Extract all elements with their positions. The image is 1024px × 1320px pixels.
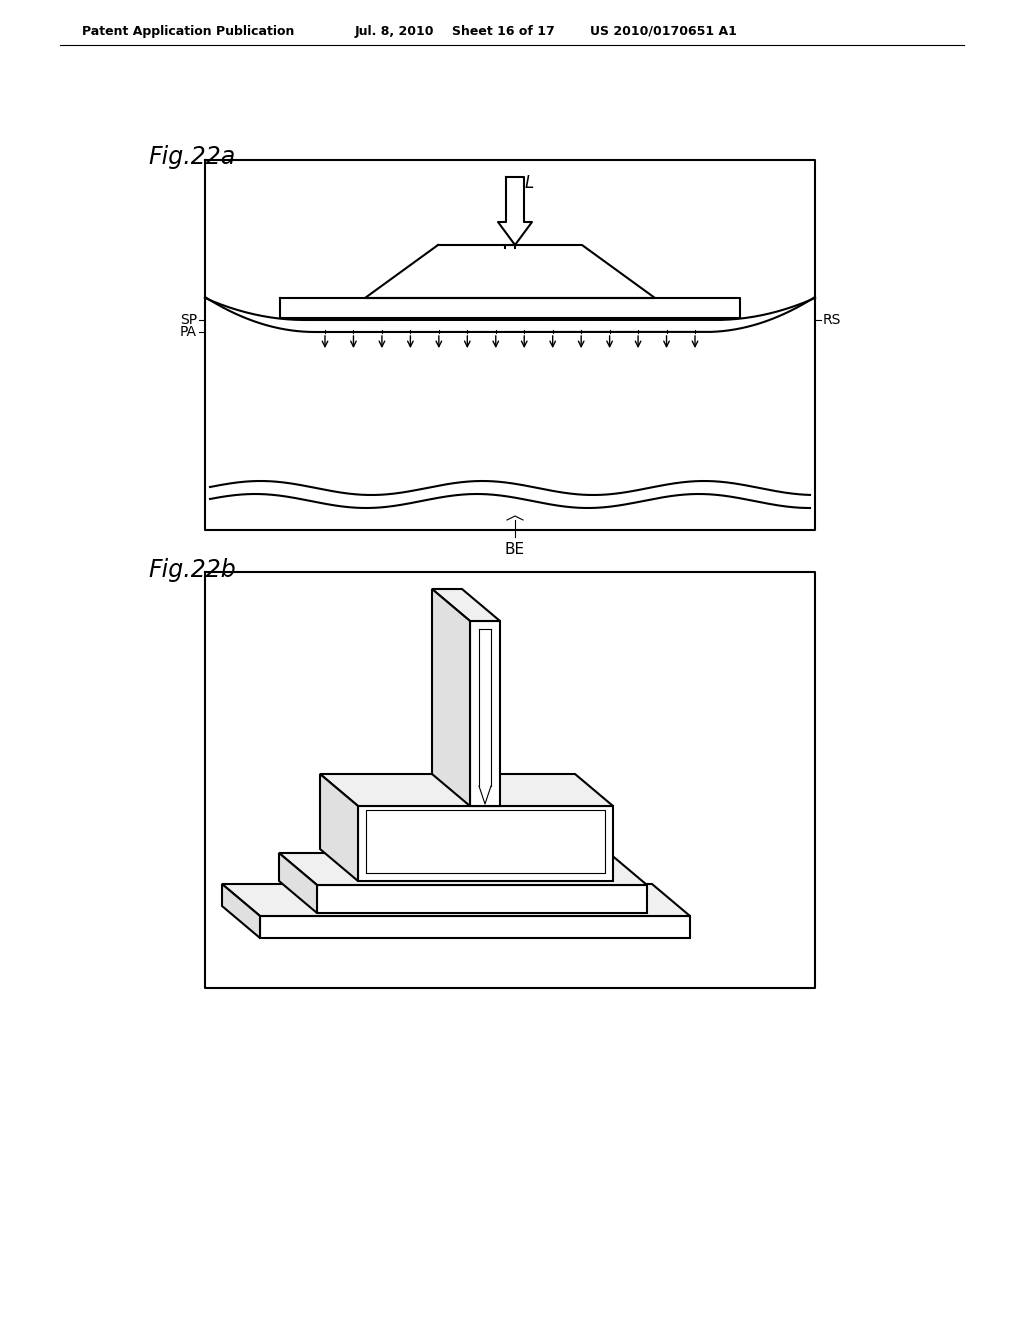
Polygon shape xyxy=(317,884,647,913)
Polygon shape xyxy=(470,620,500,807)
Polygon shape xyxy=(432,589,500,620)
Text: Jul. 8, 2010: Jul. 8, 2010 xyxy=(355,25,434,38)
Text: US 2010/0170651 A1: US 2010/0170651 A1 xyxy=(590,25,737,38)
Text: SP: SP xyxy=(180,313,197,327)
Text: Fig.22b: Fig.22b xyxy=(148,558,236,582)
Polygon shape xyxy=(365,246,655,298)
Polygon shape xyxy=(358,807,613,880)
Text: RS: RS xyxy=(823,313,842,327)
Text: BE: BE xyxy=(505,543,525,557)
Polygon shape xyxy=(222,884,690,916)
Polygon shape xyxy=(222,884,260,939)
Text: Fig.22a: Fig.22a xyxy=(148,145,236,169)
Polygon shape xyxy=(319,774,613,807)
Text: L: L xyxy=(525,174,535,191)
Polygon shape xyxy=(432,589,470,807)
Text: Sheet 16 of 17: Sheet 16 of 17 xyxy=(452,25,555,38)
Polygon shape xyxy=(280,298,740,318)
Polygon shape xyxy=(498,177,532,246)
Text: Patent Application Publication: Patent Application Publication xyxy=(82,25,294,38)
Polygon shape xyxy=(279,853,317,913)
Polygon shape xyxy=(319,774,358,880)
Polygon shape xyxy=(260,916,690,939)
Polygon shape xyxy=(279,853,647,884)
Text: PA: PA xyxy=(180,325,197,339)
